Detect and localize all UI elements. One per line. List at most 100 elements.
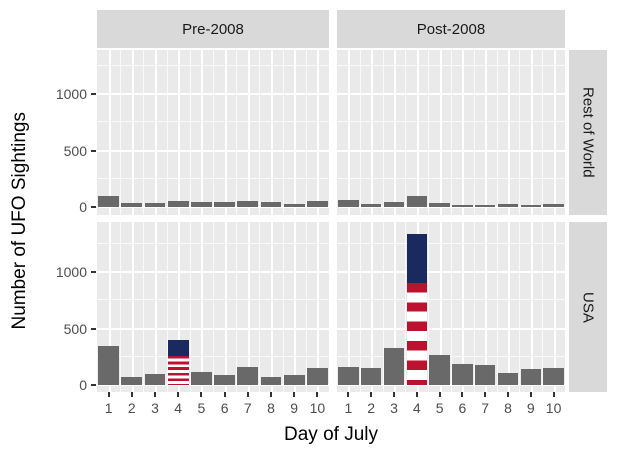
- vertical-gridline: [485, 222, 488, 392]
- bar-day-2: [360, 204, 382, 207]
- vertical-gridline: [359, 50, 361, 215]
- x-tick-label: 1: [344, 400, 353, 416]
- major-gridline: [337, 206, 565, 208]
- y-tick-mark: [91, 271, 96, 273]
- vertical-gridline: [451, 222, 452, 392]
- y-axis-usa: 0 500 1000: [0, 222, 97, 393]
- bar-day-3: [144, 203, 166, 207]
- bar-day-9: [520, 205, 542, 207]
- facet-strip-rest-of-world-label: Rest of World: [579, 87, 597, 178]
- vertical-gridline: [236, 50, 238, 215]
- x-tick-mark: [177, 392, 180, 397]
- vertical-gridline: [317, 50, 320, 215]
- y-tick-mark: [91, 149, 96, 152]
- flag-bar-day-4: [167, 339, 189, 385]
- vertical-gridline: [178, 222, 181, 392]
- vertical-gridline: [428, 222, 430, 392]
- vertical-gridline: [201, 222, 204, 392]
- x-axis-title-text: Day of July: [284, 424, 378, 445]
- bar-day-6: [214, 375, 236, 385]
- vertical-gridline: [271, 222, 273, 392]
- vertical-gridline: [259, 50, 261, 215]
- x-tick-mark: [415, 392, 418, 397]
- major-gridline: [337, 149, 565, 152]
- vertical-gridline: [394, 50, 396, 215]
- bar-day-6: [214, 201, 236, 207]
- minor-gridline: [97, 299, 329, 301]
- x-tick-mark: [270, 392, 272, 397]
- y-tick-label: 0: [79, 377, 87, 393]
- x-tick-mark: [552, 392, 555, 397]
- facet-strip-post-2008: Post-2008: [337, 10, 565, 48]
- vertical-gridline: [120, 222, 122, 392]
- bar-day-6: [452, 363, 473, 385]
- vertical-gridline: [519, 50, 521, 215]
- bar-day-1: [98, 346, 120, 385]
- bar-day-4: [406, 196, 428, 207]
- bar-day-8: [497, 204, 519, 207]
- bar-day-7: [474, 204, 496, 207]
- vertical-gridline: [282, 222, 284, 392]
- facet-strip-usa-label: USA: [579, 291, 597, 323]
- bar-day-3: [383, 201, 405, 207]
- x-tick-mark: [370, 392, 373, 397]
- vertical-gridline: [371, 50, 374, 215]
- facet-strip-pre-2008-label: Pre-2008: [182, 20, 244, 38]
- bar-day-9: [520, 369, 542, 385]
- x-tick-label: 4: [174, 400, 183, 416]
- bar-day-8: [497, 372, 519, 385]
- x-tick-mark: [246, 392, 249, 397]
- x-tick-label: 7: [243, 400, 252, 416]
- vertical-gridline: [553, 50, 556, 215]
- y-tick-mark: [91, 327, 96, 330]
- y-tick-mark: [91, 93, 96, 95]
- vertical-gridline: [496, 50, 498, 215]
- major-gridline: [97, 149, 329, 152]
- vertical-gridline: [213, 222, 214, 392]
- vertical-gridline: [189, 222, 191, 392]
- major-gridline: [97, 327, 329, 330]
- vertical-gridline: [305, 50, 307, 215]
- bar-day-7: [237, 366, 259, 385]
- vertical-gridline: [224, 50, 227, 215]
- bar-day-10: [306, 201, 328, 207]
- x-axis-post-2008: 1 2 3 4 5 6 7 8 9 10: [337, 392, 565, 418]
- x-tick-mark: [438, 392, 441, 397]
- x-tick-label: 5: [435, 400, 444, 416]
- facet-strip-usa: USA: [569, 222, 607, 392]
- minor-gridline: [97, 64, 329, 66]
- vertical-gridline: [542, 50, 544, 215]
- bar-day-2: [121, 203, 143, 207]
- y-axis-rest-of-world: 0 500 1000: [0, 50, 97, 215]
- vertical-gridline: [120, 50, 122, 215]
- x-axis-pre-2008: 1 2 3 4 5 6 7 8 9 10: [97, 392, 329, 418]
- vertical-gridline: [508, 50, 510, 215]
- vertical-gridline: [382, 222, 384, 392]
- vertical-gridline: [143, 50, 145, 215]
- bar-day-10: [543, 367, 564, 385]
- bar-day-3: [383, 348, 405, 385]
- flag-blue-canton: [167, 339, 189, 356]
- x-tick-mark: [130, 392, 133, 397]
- x-tick-label: 8: [267, 400, 275, 416]
- x-tick-label: 4: [412, 400, 421, 416]
- x-tick-label: 6: [220, 400, 229, 416]
- minor-gridline: [97, 177, 329, 179]
- x-tick-mark: [461, 392, 464, 397]
- x-tick-label: 9: [526, 400, 535, 416]
- major-gridline: [97, 384, 329, 386]
- major-gridline: [97, 93, 329, 95]
- vertical-gridline: [553, 222, 556, 392]
- bar-day-5: [190, 201, 212, 207]
- x-tick-label: 10: [545, 400, 562, 416]
- vertical-gridline: [462, 50, 465, 215]
- panel-rest-of-world-pre-2008: [97, 50, 329, 215]
- x-tick-label: 7: [481, 400, 490, 416]
- vertical-gridline: [348, 222, 351, 392]
- vertical-gridline: [519, 222, 521, 392]
- y-tick-mark: [91, 206, 96, 208]
- x-tick-label: 1: [104, 400, 113, 416]
- vertical-gridline: [282, 50, 284, 215]
- major-gridline: [97, 206, 329, 208]
- panel-usa-pre-2008: [97, 222, 329, 392]
